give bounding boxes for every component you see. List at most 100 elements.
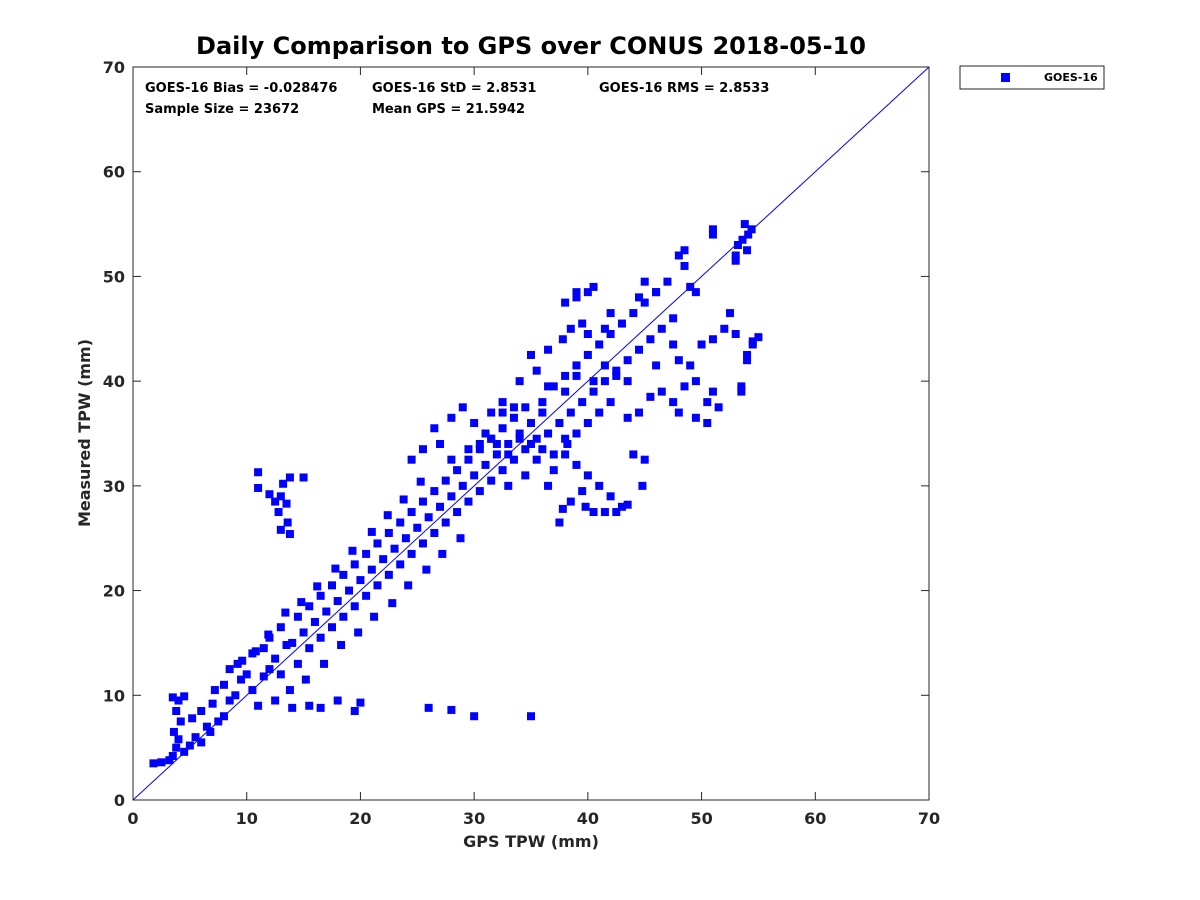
data-point bbox=[285, 530, 294, 539]
data-point bbox=[208, 699, 217, 708]
data-point bbox=[561, 387, 570, 396]
data-point bbox=[515, 377, 524, 386]
legend-label: GOES-16 bbox=[1044, 71, 1098, 84]
data-point bbox=[191, 733, 200, 742]
data-point bbox=[549, 450, 558, 459]
data-point bbox=[475, 439, 484, 448]
data-point bbox=[225, 696, 234, 705]
data-point bbox=[578, 398, 587, 407]
data-point bbox=[320, 659, 329, 668]
data-point bbox=[527, 712, 535, 721]
data-point bbox=[635, 408, 644, 417]
data-point bbox=[572, 429, 581, 438]
data-point bbox=[316, 633, 325, 642]
data-point bbox=[703, 419, 712, 428]
data-point bbox=[157, 758, 166, 767]
x-tick-label: 30 bbox=[463, 809, 485, 828]
data-point bbox=[674, 356, 683, 365]
data-point bbox=[197, 706, 206, 715]
data-point bbox=[430, 424, 439, 433]
data-point bbox=[595, 481, 604, 490]
data-point bbox=[390, 544, 399, 553]
data-point bbox=[293, 612, 302, 621]
data-point bbox=[242, 670, 251, 679]
data-point bbox=[271, 497, 280, 506]
plot-frame bbox=[132, 66, 930, 801]
data-points bbox=[149, 220, 763, 768]
data-point bbox=[456, 534, 465, 543]
data-point bbox=[254, 483, 263, 492]
data-point bbox=[538, 398, 547, 407]
data-point bbox=[279, 479, 288, 488]
data-point bbox=[657, 387, 666, 396]
data-point bbox=[521, 471, 530, 480]
data-point bbox=[583, 419, 592, 428]
data-point bbox=[612, 371, 621, 380]
data-point bbox=[185, 741, 194, 750]
bias-annotation: GOES-16 Bias = -0.028476 bbox=[145, 81, 337, 96]
data-point bbox=[680, 246, 689, 255]
data-point bbox=[623, 356, 632, 365]
data-point bbox=[606, 398, 615, 407]
data-point bbox=[509, 455, 518, 464]
data-point bbox=[475, 445, 484, 454]
data-point bbox=[281, 608, 290, 617]
data-point bbox=[744, 230, 753, 239]
data-point bbox=[697, 340, 706, 349]
data-point bbox=[566, 497, 575, 506]
data-point bbox=[515, 434, 524, 443]
x-tick-label: 40 bbox=[577, 809, 599, 828]
y-tick-label: 0 bbox=[114, 791, 125, 810]
data-point bbox=[600, 508, 609, 517]
data-point bbox=[504, 481, 513, 490]
data-point bbox=[345, 586, 354, 595]
data-point bbox=[691, 377, 700, 386]
data-point bbox=[708, 230, 717, 239]
data-point bbox=[572, 371, 581, 380]
data-point bbox=[595, 340, 604, 349]
data-point bbox=[271, 654, 280, 663]
data-point bbox=[566, 324, 575, 333]
data-point bbox=[202, 722, 211, 731]
data-point bbox=[264, 630, 273, 639]
data-point bbox=[418, 445, 427, 454]
data-point bbox=[233, 659, 242, 668]
x-tick-label: 10 bbox=[236, 809, 258, 828]
data-point bbox=[271, 696, 280, 705]
data-point bbox=[396, 518, 405, 527]
data-point bbox=[635, 345, 644, 354]
data-point bbox=[481, 429, 490, 438]
data-point bbox=[180, 692, 189, 701]
data-point bbox=[578, 319, 587, 328]
data-point bbox=[606, 330, 615, 339]
data-point bbox=[441, 476, 450, 485]
rms-annotation: GOES-16 RMS = 2.8533 bbox=[599, 81, 769, 96]
data-point bbox=[418, 539, 427, 548]
data-point bbox=[566, 408, 575, 417]
data-point bbox=[350, 602, 359, 611]
data-point bbox=[168, 693, 177, 702]
data-point bbox=[458, 403, 467, 412]
data-point bbox=[370, 612, 379, 621]
data-point bbox=[331, 564, 340, 573]
data-point bbox=[498, 424, 507, 433]
x-tick-label: 70 bbox=[918, 809, 940, 828]
data-point bbox=[362, 549, 371, 558]
data-point bbox=[333, 696, 342, 705]
data-point bbox=[447, 492, 456, 501]
data-point bbox=[589, 282, 598, 291]
stats-annotations: GOES-16 Bias = -0.028476 GOES-16 StD = 2… bbox=[145, 81, 769, 117]
chart-title: Daily Comparison to GPS over CONUS 2018-… bbox=[196, 32, 866, 60]
data-point bbox=[680, 261, 689, 270]
data-point bbox=[572, 293, 581, 302]
data-point bbox=[313, 582, 322, 591]
data-point bbox=[515, 429, 524, 438]
data-point bbox=[589, 387, 598, 396]
data-point bbox=[438, 549, 447, 558]
data-point bbox=[549, 382, 558, 391]
data-point bbox=[172, 706, 181, 715]
data-point bbox=[274, 508, 283, 517]
data-point bbox=[348, 546, 357, 555]
data-point bbox=[356, 698, 365, 707]
data-point bbox=[165, 756, 174, 765]
